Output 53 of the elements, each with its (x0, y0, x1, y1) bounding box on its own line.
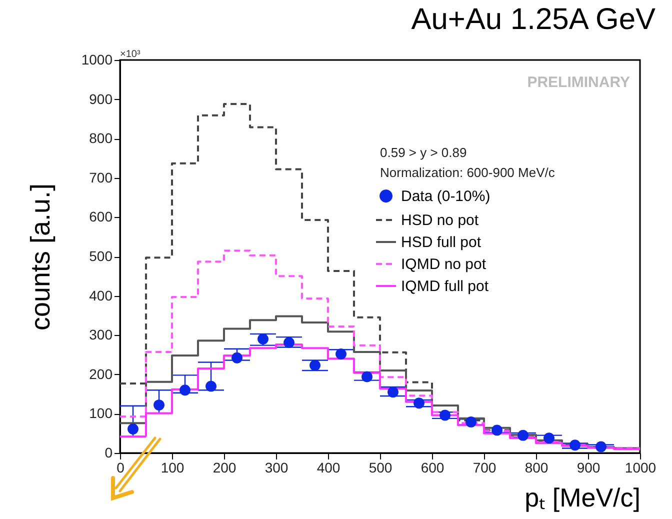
x-tick-label: 600 (420, 460, 444, 476)
legend-label: HSD no pot (401, 212, 480, 229)
y-tick-label: 800 (89, 130, 113, 146)
point (284, 337, 294, 348)
point (492, 424, 502, 436)
x-tick-label: 0 (116, 460, 125, 476)
point (518, 430, 528, 441)
y-tick-label: 500 (89, 248, 113, 264)
point (336, 348, 346, 360)
y-tick-label: 400 (89, 287, 113, 304)
x-tick-label: 800 (524, 460, 548, 476)
x-tick-label: 400 (316, 460, 340, 476)
point (414, 398, 424, 409)
y-tick-label: 900 (89, 90, 113, 107)
y-tick-label: 600 (89, 208, 113, 225)
point (440, 410, 450, 421)
point (570, 440, 580, 451)
legend-label: Data (0-10%) (401, 188, 490, 205)
point (544, 432, 554, 444)
point (310, 360, 320, 371)
y-tick-label: 1000 (81, 52, 113, 68)
x-tick-label: 300 (264, 460, 288, 476)
y-tick-label: 700 (89, 169, 113, 186)
y-tick-label: 100 (89, 405, 113, 422)
point (388, 386, 398, 398)
point (232, 352, 242, 364)
point (362, 371, 372, 382)
point (206, 380, 216, 392)
y-tick-label: 0 (104, 444, 113, 460)
point (596, 441, 606, 452)
point (180, 384, 190, 396)
y-tick-label: 200 (89, 366, 113, 382)
legend-label: HSD full pot (401, 234, 482, 251)
legend-label: IQMD full pot (401, 278, 490, 295)
x-tick-label: 100 (160, 460, 184, 476)
x-tick-label: 200 (212, 460, 236, 476)
point (128, 424, 138, 434)
point (466, 416, 476, 428)
x-axis-title: pₜ [MeV/c] (524, 482, 640, 512)
annotation: PRELIMINARY (527, 74, 630, 91)
x-tick-label: 1000 (624, 460, 656, 476)
point (154, 400, 164, 411)
legend-label: IQMD no pot (401, 256, 487, 273)
x-tick-label: 500 (368, 460, 392, 476)
annotation: Normalization: 600-900 MeV/c (380, 165, 556, 180)
annotation: 0.59 > y > 0.89 (380, 145, 467, 160)
x-tick-label: 900 (576, 460, 600, 476)
x-tick-label: 700 (472, 460, 496, 476)
point (258, 334, 268, 344)
chart-title: Au+Au 1.25A GeV (411, 3, 656, 36)
text: ×10³ (120, 49, 141, 60)
y-axis-title: counts [a.u.] (25, 183, 56, 331)
y-tick-label: 300 (89, 326, 113, 343)
